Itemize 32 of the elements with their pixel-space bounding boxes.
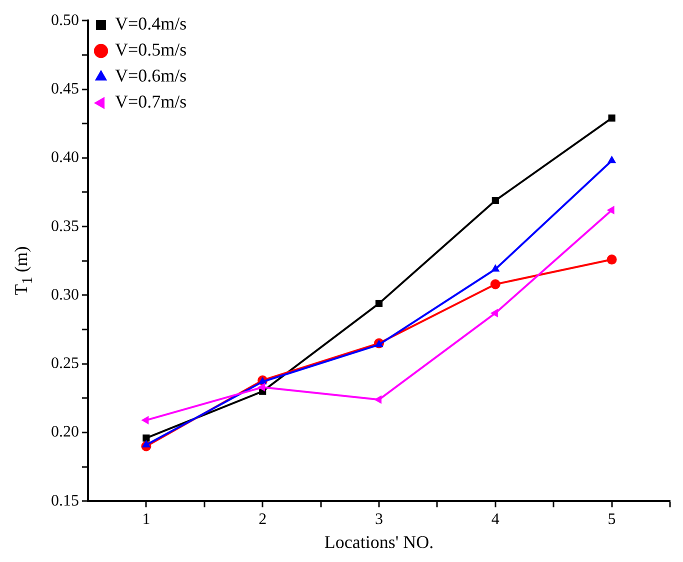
- x-tick-label: 1: [142, 511, 150, 528]
- legend-label: V=0.7m/s: [115, 92, 187, 112]
- point: [607, 156, 616, 164]
- legend-label: V=0.6m/s: [115, 66, 187, 86]
- y-tick-label: 0.20: [51, 424, 79, 441]
- point: [608, 114, 616, 122]
- x-axis-title: Locations' NO.: [324, 532, 434, 552]
- point: [374, 395, 382, 404]
- point: [491, 264, 500, 272]
- point: [606, 206, 614, 214]
- point: [606, 254, 617, 265]
- x-tick-label: 3: [375, 511, 383, 528]
- y-tick-label: 0.25: [51, 355, 79, 372]
- y-tick-label: 0.40: [51, 149, 79, 166]
- point: [141, 416, 149, 425]
- x-tick-label: 2: [258, 511, 267, 528]
- legend-label: V=0.4m/s: [115, 14, 187, 34]
- point: [142, 440, 151, 448]
- y-tick-label: 0.50: [51, 12, 79, 29]
- point: [142, 434, 150, 442]
- y-tick-label: 0.30: [51, 286, 79, 304]
- point: [490, 308, 498, 318]
- point: [258, 382, 266, 392]
- point: [490, 279, 500, 290]
- x-tick-label: 5: [608, 511, 616, 528]
- y-tick-label: 0.35: [51, 218, 79, 235]
- legend-label: V=0.5m/s: [115, 40, 187, 60]
- x-tick-label: 4: [491, 511, 500, 528]
- point: [375, 300, 383, 308]
- y-tick-label: 0.45: [51, 80, 79, 98]
- y-tick-label: 0.15: [51, 492, 79, 510]
- point: [492, 196, 499, 204]
